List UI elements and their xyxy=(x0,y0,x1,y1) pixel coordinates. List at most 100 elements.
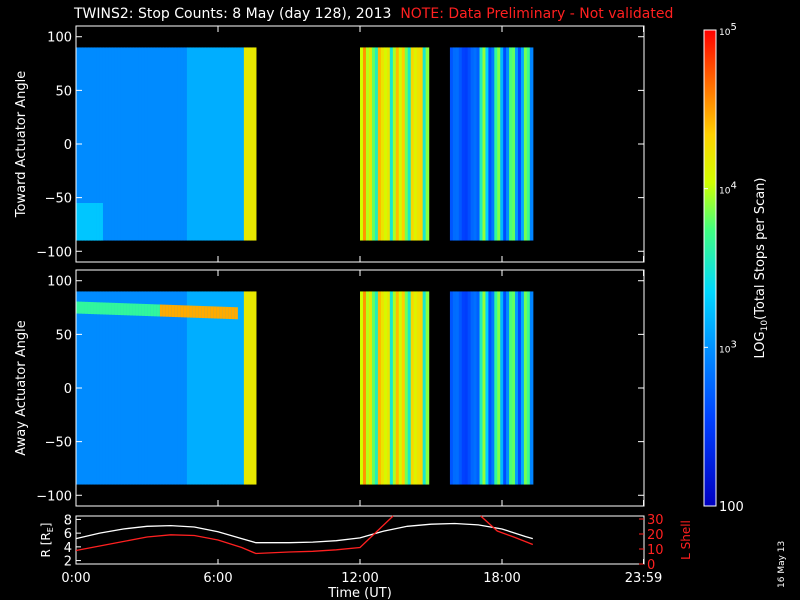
heatmap-column xyxy=(87,291,92,485)
heatmap-column xyxy=(183,47,188,241)
heatmap-column xyxy=(455,291,460,485)
x-tick-label: 18:00 xyxy=(483,571,520,586)
heatmap-column xyxy=(210,47,215,241)
heatmap-column xyxy=(515,47,519,241)
y-tick-label: −50 xyxy=(45,436,72,451)
heatmap-column xyxy=(392,291,397,485)
title-text: TWINS2: Stop Counts: 8 May (day 128), 20… xyxy=(74,6,392,22)
heatmap-band xyxy=(183,305,188,318)
heatmap-band xyxy=(82,301,86,314)
heatmap-column xyxy=(144,47,149,241)
heatmap-band xyxy=(129,303,134,316)
heatmap-band xyxy=(79,301,83,314)
heatmap-column xyxy=(401,47,406,241)
heatmap-column xyxy=(192,47,197,241)
y-tick-label: 4 xyxy=(64,541,72,556)
heatmap-band xyxy=(90,203,95,241)
colorbar-tick-label: 100 xyxy=(719,500,744,515)
heatmap-band xyxy=(201,306,206,319)
heatmap-column xyxy=(219,47,224,241)
heatmap-column xyxy=(105,47,110,241)
heatmap-column xyxy=(523,291,528,485)
heatmap-column xyxy=(174,47,179,241)
heatmap-column xyxy=(473,47,478,241)
heatmap-band xyxy=(234,307,239,320)
heatmap-column xyxy=(523,47,528,241)
colorbar-label: LOG10(Total Stops per Scan) xyxy=(753,178,770,359)
heatmap-column xyxy=(517,291,522,485)
heatmap-column xyxy=(452,291,457,485)
heatmap-column xyxy=(386,47,391,241)
y-tick-label: 100 xyxy=(47,31,72,46)
heatmap-column xyxy=(371,291,376,485)
heatmap-column xyxy=(102,291,107,485)
heatmap-column xyxy=(87,47,92,241)
heatmap-column xyxy=(497,47,501,241)
heatmap-column xyxy=(225,291,230,485)
heatmap-band xyxy=(195,305,200,318)
heatmap-column xyxy=(497,291,501,485)
heatmap-column xyxy=(401,291,406,485)
heatmap-column xyxy=(458,47,463,241)
heatmap-column xyxy=(108,47,113,241)
heatmap-column xyxy=(132,47,137,241)
heatmap-column xyxy=(467,47,472,241)
heatmap-column xyxy=(90,47,95,241)
heatmap-column xyxy=(503,47,507,241)
heatmap-column xyxy=(240,47,245,241)
heatmap-band xyxy=(144,304,149,317)
heatmap-column xyxy=(380,47,385,241)
y-axis-label-left: R [RE] xyxy=(39,523,55,558)
heatmap-column xyxy=(156,291,161,485)
colorbar-tick-label: 104 xyxy=(719,181,737,197)
heatmap-band xyxy=(207,306,212,319)
heatmap-column xyxy=(159,47,164,241)
heatmap-column xyxy=(144,291,149,485)
heatmap-column xyxy=(526,47,531,241)
heatmap-band xyxy=(147,304,152,317)
x-tick-label: 23:59 xyxy=(625,571,662,586)
heatmap-column xyxy=(407,47,412,241)
heatmap-column xyxy=(159,291,164,485)
heatmap-column xyxy=(464,291,469,485)
heatmap-band xyxy=(192,305,197,318)
heatmap-column xyxy=(500,291,504,485)
heatmap-column xyxy=(123,47,128,241)
y-tick-label: 2 xyxy=(64,555,72,570)
heatmap-column xyxy=(422,47,427,241)
colorbar-tick-label: 103 xyxy=(719,339,737,355)
heatmap-column xyxy=(213,47,218,241)
heatmap-column xyxy=(93,47,98,241)
heatmap-column xyxy=(82,47,86,241)
heatmap-band xyxy=(210,306,215,319)
heatmap-column xyxy=(177,291,182,485)
heatmap-column xyxy=(512,291,516,485)
heatmap-column xyxy=(365,47,370,241)
heatmap-column xyxy=(485,291,489,485)
panel-frame xyxy=(75,515,645,565)
heatmap-column xyxy=(153,47,158,241)
heatmap-column xyxy=(517,47,522,241)
heatmap-column xyxy=(365,291,370,485)
heatmap-column xyxy=(195,291,200,485)
heatmap-column xyxy=(126,291,131,485)
heatmap-column xyxy=(135,291,140,485)
heatmap-band xyxy=(111,302,116,315)
heatmap-column xyxy=(84,291,89,485)
heatmap-column xyxy=(383,291,388,485)
heatmap-column xyxy=(186,47,191,241)
heatmap-column xyxy=(168,291,173,485)
y-tick-label: 0 xyxy=(64,138,72,153)
heatmap-band xyxy=(96,302,101,315)
heatmap-column xyxy=(222,47,227,241)
heatmap-column xyxy=(425,47,430,241)
heatmap-column xyxy=(506,291,510,485)
heatmap-band xyxy=(93,203,98,241)
heatmap-column xyxy=(99,291,104,485)
heatmap-band xyxy=(105,302,110,315)
heatmap-column xyxy=(374,291,379,485)
heatmap-column xyxy=(99,47,104,241)
heatmap-band xyxy=(189,305,194,318)
heatmap-band xyxy=(102,302,107,315)
heatmap-column xyxy=(93,291,98,485)
